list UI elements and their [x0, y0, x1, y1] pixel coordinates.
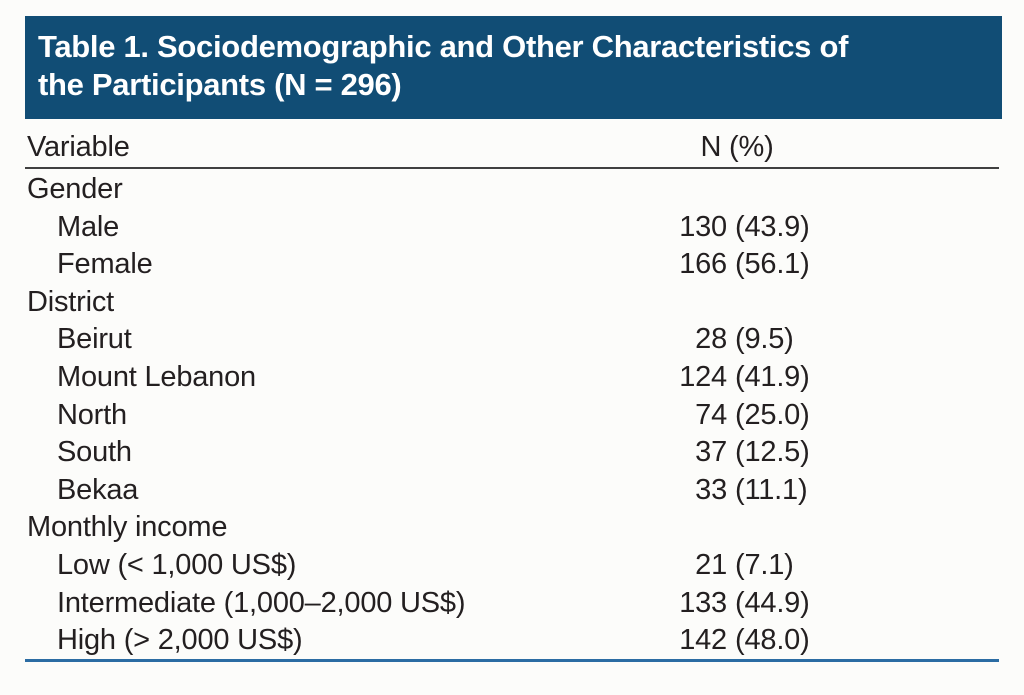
row-n: 166 [679, 248, 727, 281]
row-label: Female [57, 248, 153, 281]
row-n: 124 [679, 360, 727, 393]
row-pct: (43.9) [735, 210, 810, 243]
row-n: 33 [695, 473, 727, 506]
row-pct: (44.9) [735, 586, 810, 619]
row-value: 133 (44.9) [620, 585, 810, 623]
row-pct: (12.5) [735, 436, 810, 469]
row-label: North [57, 398, 127, 431]
table-row: Beirut 28 (9.5) [0, 321, 1024, 359]
row-pct: (25.0) [735, 398, 810, 431]
row-label: Mount Lebanon [57, 360, 256, 393]
table-row: Intermediate (1,000–2,000 US$) 133 (44.9… [0, 585, 1024, 623]
row-label: Gender [27, 173, 123, 205]
table-row: Low (< 1,000 US$) 21 (7.1) [0, 547, 1024, 585]
table-row: Bekaa 33 (11.1) [0, 472, 1024, 510]
table-row: High (> 2,000 US$) 142 (48.0) [0, 622, 1024, 660]
row-label: Male [57, 210, 120, 243]
row-label: Beirut [57, 323, 132, 356]
row-n: 28 [695, 323, 727, 356]
row-label: High (> 2,000 US$) [57, 624, 303, 657]
row-value: 74 (25.0) [620, 397, 810, 435]
table-title: Table 1. Sociodemographic and Other Char… [38, 29, 849, 102]
row-value: 142 (48.0) [620, 622, 810, 660]
column-header-n-pct: N (%) [700, 131, 774, 163]
row-pct: (48.0) [735, 624, 810, 657]
table-row: Mount Lebanon 124 (41.9) [0, 359, 1024, 397]
row-label: Intermediate (1,000–2,000 US$) [57, 586, 466, 619]
row-label: Low (< 1,000 US$) [57, 548, 297, 581]
row-label: South [57, 436, 132, 469]
table-row: District [0, 284, 1024, 322]
row-label: District [27, 285, 115, 318]
row-value: 130 (43.9) [620, 209, 810, 247]
table-title-bar: Table 1. Sociodemographic and Other Char… [25, 16, 1002, 119]
row-label: Bekaa [57, 473, 139, 506]
row-pct: (9.5) [735, 323, 794, 356]
row-value: 28 (9.5) [620, 321, 794, 359]
row-n: 142 [679, 624, 727, 657]
table-body: Gender Male 130 (43.9) Female 166 (56.1)… [0, 171, 1024, 660]
row-label: Monthly income [27, 511, 228, 544]
header-rule [25, 167, 999, 169]
table-row: North 74 (25.0) [0, 397, 1024, 435]
row-value: 166 (56.1) [620, 246, 810, 284]
row-pct: (7.1) [735, 548, 794, 581]
row-n: 133 [679, 586, 727, 619]
column-header-variable: Variable [27, 131, 130, 163]
table-row: Monthly income [0, 509, 1024, 547]
row-n: 130 [679, 210, 727, 243]
row-n: 37 [695, 436, 727, 469]
row-value: 33 (11.1) [620, 472, 807, 510]
row-pct: (11.1) [735, 473, 808, 506]
row-n: 21 [695, 548, 727, 581]
row-value: 124 (41.9) [620, 359, 810, 397]
row-pct: (41.9) [735, 360, 810, 393]
table-row: Gender [0, 171, 1024, 209]
row-n: 74 [695, 398, 727, 431]
table-row: Female 166 (56.1) [0, 246, 1024, 284]
column-header-row: Variable N (%) [0, 128, 1024, 166]
bottom-rule [25, 659, 999, 662]
row-value: 21 (7.1) [620, 547, 794, 585]
row-value: 37 (12.5) [620, 434, 810, 472]
table-row: South 37 (12.5) [0, 434, 1024, 472]
table-row: Male 130 (43.9) [0, 209, 1024, 247]
row-pct: (56.1) [735, 248, 810, 281]
